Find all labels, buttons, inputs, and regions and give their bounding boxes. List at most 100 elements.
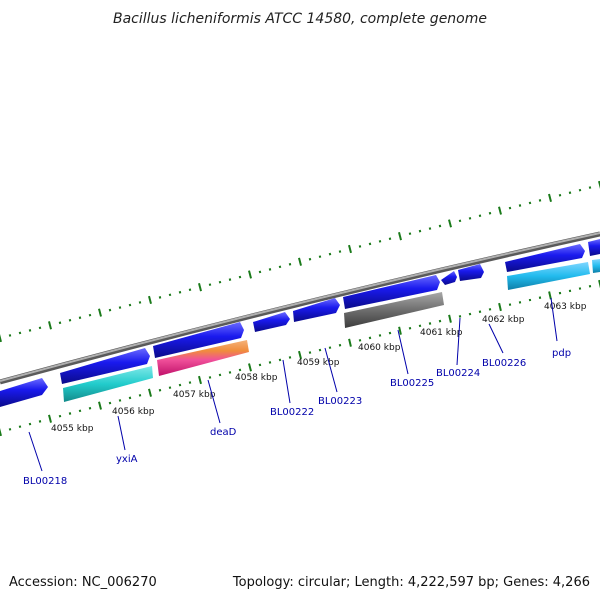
minor-tick [178,290,182,294]
major-tick [0,333,2,343]
minor-tick [238,275,242,279]
major-tick [198,283,202,292]
minor-tick [578,188,582,192]
minor-tick [8,428,12,431]
kbp-label: 4061 kbp [420,328,463,338]
gene-arrow[interactable] [343,275,440,309]
minor-tick [458,315,462,318]
gene-arrow[interactable] [505,244,585,272]
minor-tick [338,343,342,347]
kbp-label: 4055 kbp [51,424,94,434]
minor-tick [108,308,112,312]
major-tick [148,388,152,397]
minor-tick [538,199,542,202]
minor-tick [188,288,192,292]
gene-arrow[interactable] [253,312,290,332]
major-tick [0,427,2,437]
minor-tick [428,322,432,325]
major-tick [98,401,102,410]
minor-tick [488,308,492,311]
minor-tick [358,245,362,248]
gene-label-pdp[interactable]: pdp [552,348,571,359]
minor-tick [278,265,282,269]
minor-tick [308,257,312,261]
major-tick [198,375,202,385]
minor-tick [188,381,192,384]
minor-tick [558,193,562,197]
major-tick [298,257,302,266]
minor-tick [128,396,132,400]
kbp-label: 4060 kbp [358,343,401,353]
minor-tick [408,232,412,235]
minor-tick [418,229,422,233]
gene-label-BL00225[interactable]: BL00225 [390,378,434,389]
genome-backbone [0,231,600,385]
minor-tick [138,301,142,304]
minor-tick [58,321,62,325]
minor-tick [8,334,12,337]
minor-tick [368,336,372,340]
minor-tick [78,316,82,320]
minor-tick [118,399,122,402]
minor-tick [218,373,222,377]
minor-tick [128,303,132,307]
major-tick [398,326,402,335]
gene-label-BL00224[interactable]: BL00224 [436,368,480,379]
minor-tick [18,425,22,428]
minor-tick [478,310,482,314]
minor-tick [108,401,112,405]
gene-arrow[interactable] [458,264,484,281]
major-tick [548,193,552,202]
minor-tick [88,406,92,410]
minor-tick [328,252,332,256]
gene-arrow[interactable] [441,271,457,285]
gene-label-BL00218[interactable]: BL00218 [23,476,67,487]
kbp-label: 4057 kbp [173,390,216,400]
gene-arrow[interactable] [60,348,150,384]
minor-tick [168,293,172,297]
kbp-label: 4058 kbp [235,373,278,383]
minor-tick [158,296,162,299]
gene-label-deaD[interactable]: deaD [210,427,237,438]
kbp-label: 4059 kbp [297,358,340,368]
minor-tick [138,394,142,397]
gene-arrow[interactable] [293,298,340,322]
minor-tick [438,319,442,323]
gene-block-pdp[interactable] [507,262,590,290]
gene-block-BL00225[interactable] [344,292,444,328]
minor-tick [368,242,372,246]
minor-tick [288,262,292,266]
major-tick [548,291,552,300]
minor-tick [258,270,262,274]
major-tick [398,232,402,241]
major-tick [98,308,102,317]
gene-label-yxiA[interactable]: yxiA [116,454,138,465]
minor-tick [378,334,382,337]
minor-tick [28,329,32,332]
minor-tick [238,368,242,372]
minor-tick [408,326,412,330]
gene-block-yxiA[interactable] [63,366,153,402]
gene-arrow[interactable] [588,239,600,256]
minor-tick [158,388,162,392]
major-tick [248,363,252,372]
minor-tick [328,346,332,349]
reverse-strand-genes [63,259,600,402]
minor-tick [438,224,442,228]
minor-tick [508,206,512,210]
gene-block-deaD[interactable] [157,340,249,376]
minor-tick [68,318,72,322]
gene-arrow[interactable] [0,378,48,407]
minor-tick [218,280,222,284]
minor-tick [388,331,392,335]
minor-tick [308,351,312,354]
gene-label-BL00226[interactable]: BL00226 [482,358,526,369]
gene-label-BL00222[interactable]: BL00222 [270,407,314,418]
gene-block-partial[interactable] [592,259,600,273]
minor-tick [38,420,42,423]
kbp-label: 4056 kbp [112,407,155,417]
gene-arrow[interactable] [153,322,244,358]
minor-tick [258,363,262,367]
minor-tick [388,237,392,241]
gene-label-BL00223[interactable]: BL00223 [318,396,362,407]
